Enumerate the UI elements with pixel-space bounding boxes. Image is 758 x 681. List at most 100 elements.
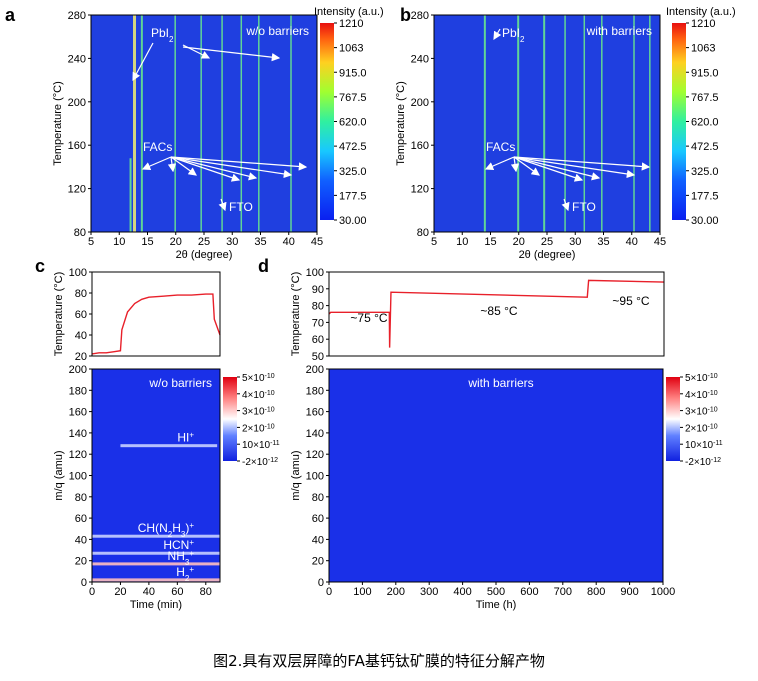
x-axis-label: 2θ (degree) (519, 249, 576, 261)
panel-letter: b (400, 5, 411, 25)
x-tick-label: 25 (198, 236, 210, 248)
colorbar-tick-label: 767.5 (691, 92, 719, 104)
y-tick-label: 20 (312, 556, 324, 568)
x-tick-label: 35 (597, 236, 609, 248)
colorbar-tick-label: 767.5 (339, 92, 367, 104)
ion-part: H (172, 521, 181, 535)
colorbar-tick-label: 177.5 (339, 190, 367, 202)
colorbar-tick-label: -2×10-12 (685, 457, 721, 469)
colorbar-tick-label: 3×10-10 (242, 406, 275, 418)
ion-subscript: 2 (168, 530, 173, 539)
y-tick-label: 40 (75, 534, 87, 546)
colorbar-tick-exponent: -10 (708, 373, 718, 380)
x-tick-label: 15 (141, 236, 153, 248)
pbi2-subscript: 2 (520, 35, 525, 44)
x-tick-label: 0 (326, 586, 332, 598)
arrow (170, 156, 293, 179)
x-tick-label: 200 (387, 586, 405, 598)
y-tick-label: 240 (411, 53, 429, 65)
x-tick-label: 300 (420, 586, 438, 598)
y-tick-label: 50 (312, 351, 324, 363)
x-tick-label: 1000 (651, 586, 675, 598)
ion-subscript: 3 (185, 557, 190, 566)
x-tick-label: 45 (311, 236, 323, 248)
colorbar-tick-exponent: -12 (711, 457, 721, 464)
x-tick-label: 40 (283, 236, 295, 248)
y-tick-label: 0 (318, 577, 324, 589)
colorbar-tick-label: 325.0 (339, 166, 367, 178)
temperature-plot-bg (329, 272, 664, 356)
y-axis-label: Temperature (°C) (395, 81, 407, 165)
panel-d: d 50 60 70 80 90 100 Temperature (°C) ~75 °C ~85 … (258, 256, 723, 611)
x-tick-label: 5 (88, 236, 94, 248)
temperature-axis-label: Temperature (°C) (53, 272, 65, 356)
y-tick-label: 100 (69, 267, 87, 279)
colorbar-tick-label: 30.00 (691, 215, 719, 227)
colorbar-tick-label: 4×10-10 (242, 389, 275, 401)
y-tick-label: 60 (312, 334, 324, 346)
x-tick-label: 5 (431, 236, 437, 248)
ion-subscript: 2 (185, 573, 190, 582)
x-axis-label: Time (h) (476, 599, 517, 611)
colorbar-tick-label: 2×10-10 (242, 423, 275, 435)
y-tick-label: 80 (75, 288, 87, 300)
colorbar-tick-label: 325.0 (691, 166, 719, 178)
y-tick-label: 280 (68, 10, 86, 22)
colorbar-tick-label: 915.0 (691, 67, 719, 79)
y-tick-label: 200 (68, 97, 86, 109)
x-tick-label: 20 (114, 586, 126, 598)
y-tick-label: 40 (75, 330, 87, 342)
y-tick-label: 100 (306, 267, 324, 279)
y-tick-label: 180 (69, 385, 87, 397)
colorbar-title: Intensity (a.u.) (666, 6, 736, 18)
x-tick-label: 0 (89, 586, 95, 598)
x-tick-label: 25 (541, 236, 553, 248)
y-axis-label: m/q (amu) (290, 450, 302, 500)
x-tick-label: 800 (587, 586, 605, 598)
ion-label: CH(N2H3)+ (138, 521, 195, 539)
x-tick-label: 700 (554, 586, 572, 598)
arrow (218, 198, 227, 212)
colorbar-tick-label: 4×10-10 (685, 389, 718, 401)
colorbar-tick-label: 3×10-10 (685, 406, 718, 418)
colorbar-tick-label: -2×10-12 (242, 457, 278, 469)
y-tick-label: 120 (69, 449, 87, 461)
colorbar-tick-label: 1063 (691, 43, 715, 55)
colorbar (223, 377, 237, 461)
y-tick-label: 140 (306, 428, 324, 440)
y-tick-label: 60 (75, 513, 87, 525)
y-tick-label: 120 (411, 184, 429, 196)
pbi2-label: PbI2 (151, 26, 174, 44)
figure-caption: 图2.具有双层屏障的FA基钙钛矿膜的特征分解产物 (213, 652, 545, 670)
y-tick-label: 100 (306, 471, 324, 483)
pbi2-label: PbI2 (502, 26, 525, 44)
colorbar-tick-label: 472.5 (339, 141, 367, 153)
y-tick-label: 200 (69, 364, 87, 376)
x-tick-label: 600 (520, 586, 538, 598)
plot-frame (328, 271, 665, 357)
panel-title: with barriers (586, 24, 652, 38)
ion-charge: + (189, 430, 194, 439)
y-tick-label: 40 (312, 534, 324, 546)
colorbar-tick-label: 915.0 (339, 67, 367, 79)
arrow (167, 156, 177, 173)
y-tick-label: 80 (312, 301, 324, 313)
arrow (182, 46, 281, 62)
y-tick-label: 80 (312, 492, 324, 504)
colorbar-tick-label: 10×10-11 (685, 440, 723, 452)
y-tick-label: 100 (69, 471, 87, 483)
colorbar-tick-exponent: -10 (265, 389, 275, 396)
colorbar-tick-label: 1210 (691, 18, 715, 30)
ion-label: HCN+ (163, 538, 194, 553)
x-tick-label: 20 (170, 236, 182, 248)
panel-a: a 5 10 15 20 25 30 35 40 45 80 120 160 200 240 280 2θ (d… (5, 5, 384, 261)
fto-label: FTO (572, 200, 596, 214)
x-tick-label: 45 (654, 236, 666, 248)
x-tick-label: 15 (484, 236, 496, 248)
colorbar-tick-exponent: -10 (708, 406, 718, 413)
y-tick-label: 280 (411, 10, 429, 22)
colorbar-tick-exponent: -10 (708, 423, 718, 430)
y-tick-label: 180 (306, 385, 324, 397)
